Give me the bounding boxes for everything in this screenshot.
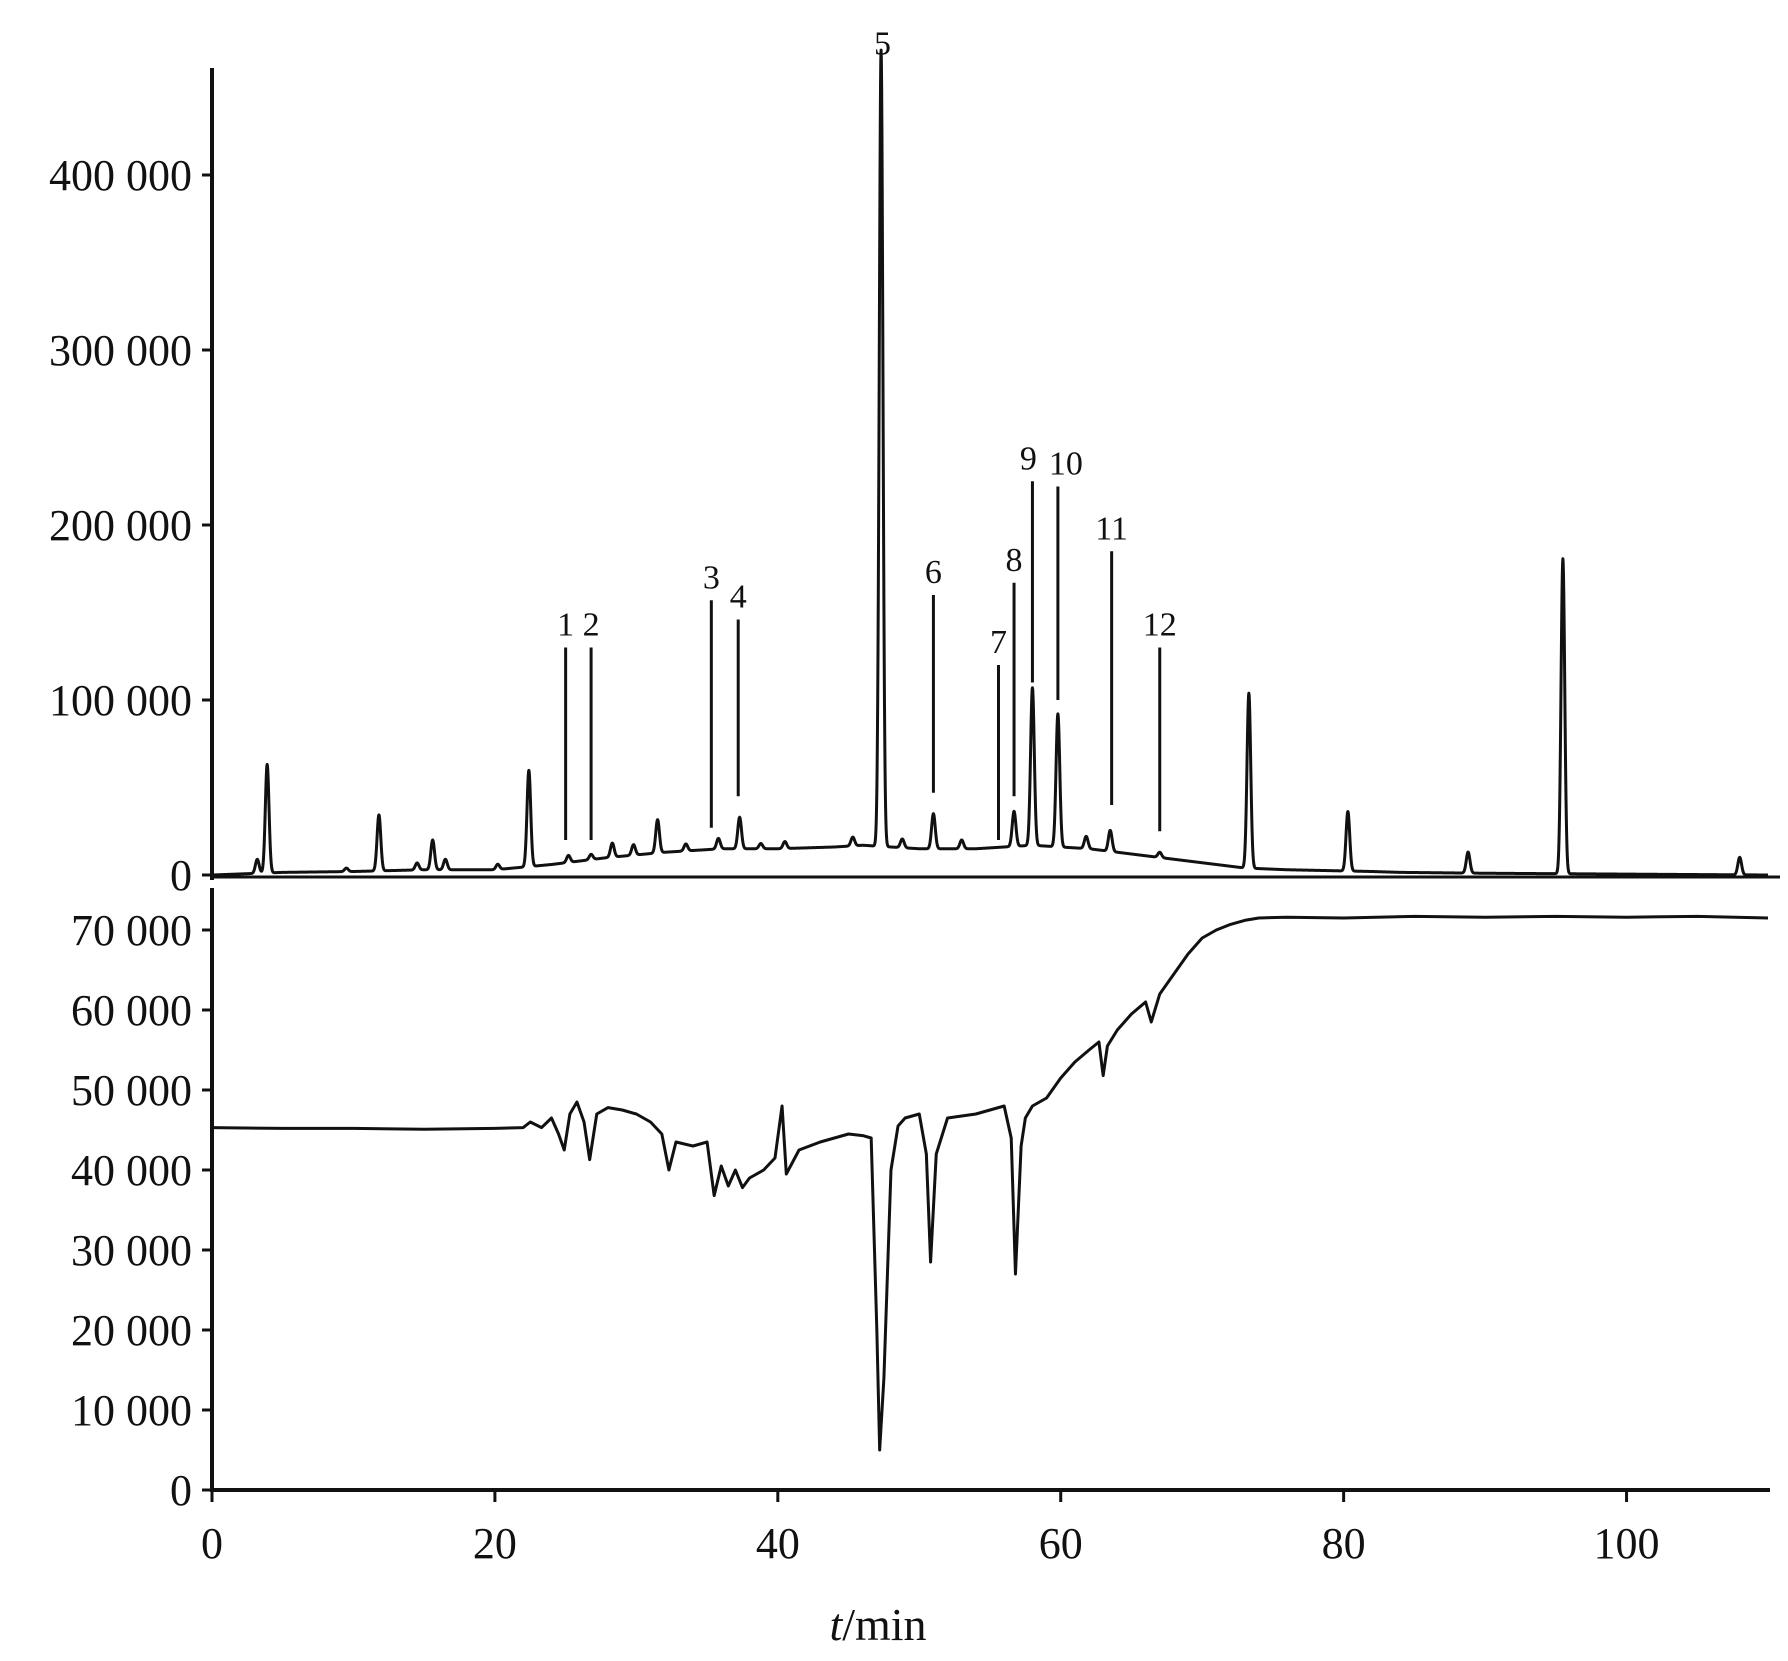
- bottom-trace: [211, 914, 1769, 1452]
- peak-label: 7: [990, 624, 1007, 661]
- x-axis-label: t/min: [829, 1599, 926, 1650]
- peak-label: 10: [1049, 446, 1083, 483]
- top-y-tick-label: 400 000: [49, 151, 192, 200]
- peak-label: 3: [703, 559, 720, 596]
- peak-label: 9: [1020, 440, 1037, 477]
- top-trace: [210, 48, 1770, 877]
- peak-label: 2: [583, 607, 600, 644]
- peak-label: 8: [1006, 542, 1023, 579]
- bottom-y-tick-label: 40 000: [71, 1146, 192, 1195]
- bottom-x-tick-label: 40: [756, 1519, 800, 1568]
- bottom-x-tick-label: 0: [201, 1519, 223, 1568]
- bottom-y-tick-label: 0: [170, 1466, 192, 1515]
- peak-label: 11: [1095, 510, 1128, 547]
- peak-label: 12: [1143, 607, 1177, 644]
- peak-label: 4: [730, 579, 747, 616]
- bottom-x-tick-label: 80: [1322, 1519, 1366, 1568]
- top-y-tick-label: 0: [170, 851, 192, 900]
- top-y-tick-label: 100 000: [49, 676, 192, 725]
- peak-label: 1: [557, 607, 574, 644]
- bottom-chromatogram-panel: 0 10 000 20 000 30 000 40 000 50 000 60 000 70 …: [71, 888, 1770, 1568]
- bottom-y-tick-label: 20 000: [71, 1306, 192, 1355]
- peak-label: 6: [925, 554, 942, 591]
- bottom-x-tick-label: 60: [1039, 1519, 1083, 1568]
- bottom-x-tick-label: 100: [1594, 1519, 1660, 1568]
- bottom-y-tick-label: 70 000: [71, 906, 192, 955]
- top-y-tick-label: 300 000: [49, 326, 192, 375]
- bottom-y-tick-label: 60 000: [71, 986, 192, 1035]
- bottom-y-tick-label: 10 000: [71, 1386, 192, 1435]
- x-axis-label-unit: /min: [842, 1599, 926, 1650]
- bottom-y-tick-label: 50 000: [71, 1066, 192, 1115]
- x-axis-label-variable: t: [829, 1599, 843, 1650]
- bottom-x-tick-label: 20: [473, 1519, 517, 1568]
- bottom-y-tick-label: 30 000: [71, 1226, 192, 1275]
- top-y-tick-label: 200 000: [49, 501, 192, 550]
- peak-label: 5: [874, 26, 891, 63]
